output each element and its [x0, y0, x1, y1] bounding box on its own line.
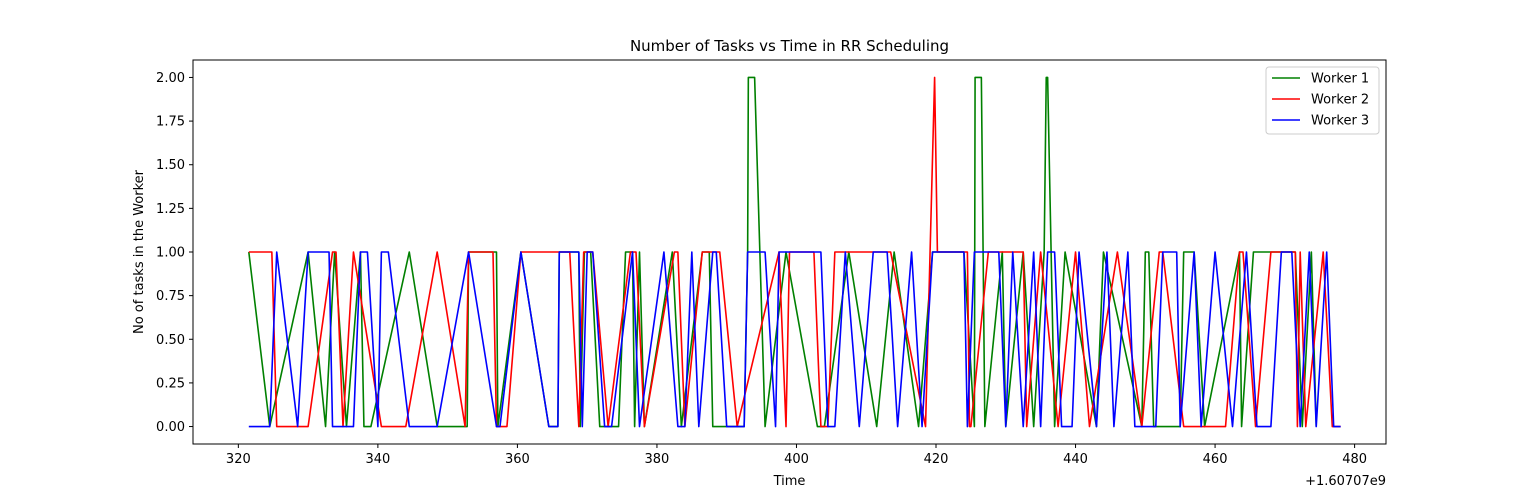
y-tick-label: 0.50: [156, 333, 185, 348]
legend-label-worker-3: Worker 3: [1311, 114, 1369, 129]
x-tick-label: 340: [365, 452, 390, 467]
y-tick-label: 0.00: [156, 420, 185, 435]
x-tick-label: 440: [1063, 452, 1088, 467]
x-tick-label: 400: [784, 452, 809, 467]
legend-box: [1265, 66, 1380, 135]
x-tick-label: 320: [226, 452, 251, 467]
legend-label-worker-2: Worker 2: [1311, 93, 1369, 108]
y-axis: 0.00 0.25 0.50 0.75 1.00 1.25 1.50 1.75 2.00: [156, 71, 193, 435]
y-axis-title: No of tasks in the Worker: [132, 169, 147, 334]
chart-title: Number of Tasks vs Time in RR Scheduling: [630, 37, 949, 55]
y-tick-label: 0.25: [156, 376, 185, 391]
x-tick-label: 480: [1342, 452, 1367, 467]
y-tick-label: 1.75: [156, 115, 185, 130]
y-tick-label: 1.25: [156, 202, 185, 217]
x-tick-label: 380: [645, 452, 670, 467]
x-axis-title: Time: [773, 474, 806, 489]
legend-label-worker-1: Worker 1: [1311, 72, 1369, 87]
x-tick-label: 360: [505, 452, 530, 467]
series-line-worker-2: [248, 76, 1341, 428]
y-tick-label: 2.00: [156, 71, 185, 86]
x-tick-label: 460: [1203, 452, 1228, 467]
series-line-worker-3: [248, 251, 1341, 428]
y-tick-label: 1.00: [156, 246, 185, 261]
legend: Worker 1 Worker 2 Worker 3: [1265, 66, 1380, 135]
plot-area: [248, 76, 1341, 428]
x-axis: 320 340 360 380 400 420 440 460 480: [226, 444, 1367, 467]
y-tick-label: 0.75: [156, 289, 185, 304]
x-axis-offset: +1.60707e9: [1305, 474, 1386, 489]
x-tick-label: 420: [924, 452, 949, 467]
y-tick-label: 1.50: [156, 158, 185, 173]
